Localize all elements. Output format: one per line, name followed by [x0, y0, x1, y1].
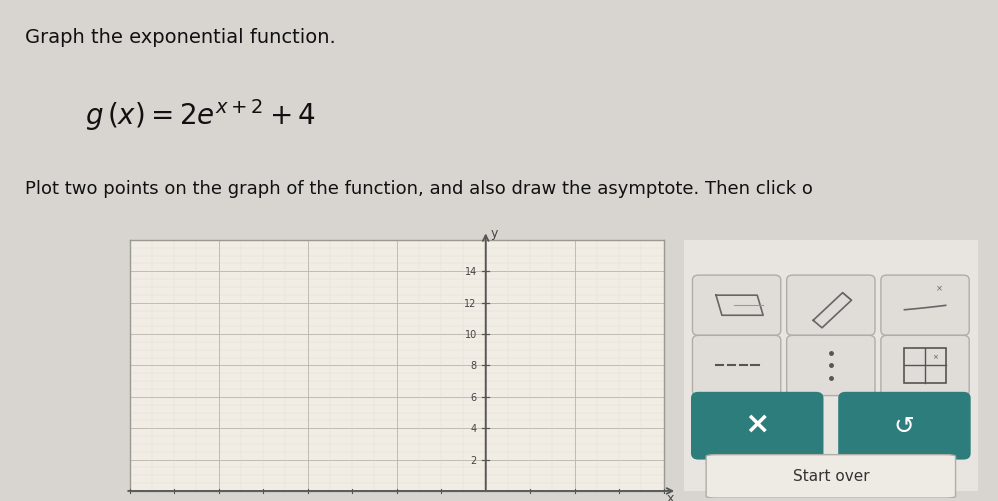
FancyBboxPatch shape [691, 392, 823, 460]
Text: ↺: ↺ [894, 414, 915, 438]
Text: 10: 10 [464, 330, 477, 339]
Text: ×: × [936, 284, 943, 293]
Text: 12: 12 [464, 298, 477, 308]
Text: 8: 8 [471, 361, 477, 371]
FancyBboxPatch shape [678, 235, 984, 496]
FancyBboxPatch shape [786, 276, 875, 336]
Text: Plot two points on the graph of the function, and also draw the asymptote. Then : Plot two points on the graph of the func… [25, 180, 812, 198]
Text: y: y [491, 227, 498, 240]
Text: ×: × [932, 354, 938, 360]
Text: Start over: Start over [792, 468, 869, 483]
FancyBboxPatch shape [881, 276, 969, 336]
FancyBboxPatch shape [881, 336, 969, 396]
FancyBboxPatch shape [693, 336, 780, 396]
Bar [904, 348, 946, 383]
Text: 4: 4 [471, 423, 477, 433]
Text: x: x [667, 491, 674, 501]
Text: $g\,(x)=2e^{x+2}+4$: $g\,(x)=2e^{x+2}+4$ [85, 97, 315, 133]
Text: Graph the exponential function.: Graph the exponential function. [25, 28, 335, 47]
Text: ×: × [745, 409, 770, 438]
Text: 14: 14 [464, 267, 477, 277]
FancyBboxPatch shape [838, 392, 971, 460]
FancyBboxPatch shape [786, 336, 875, 396]
FancyBboxPatch shape [707, 455, 955, 498]
Text: 2: 2 [470, 455, 477, 464]
FancyBboxPatch shape [693, 276, 780, 336]
Text: 6: 6 [471, 392, 477, 402]
